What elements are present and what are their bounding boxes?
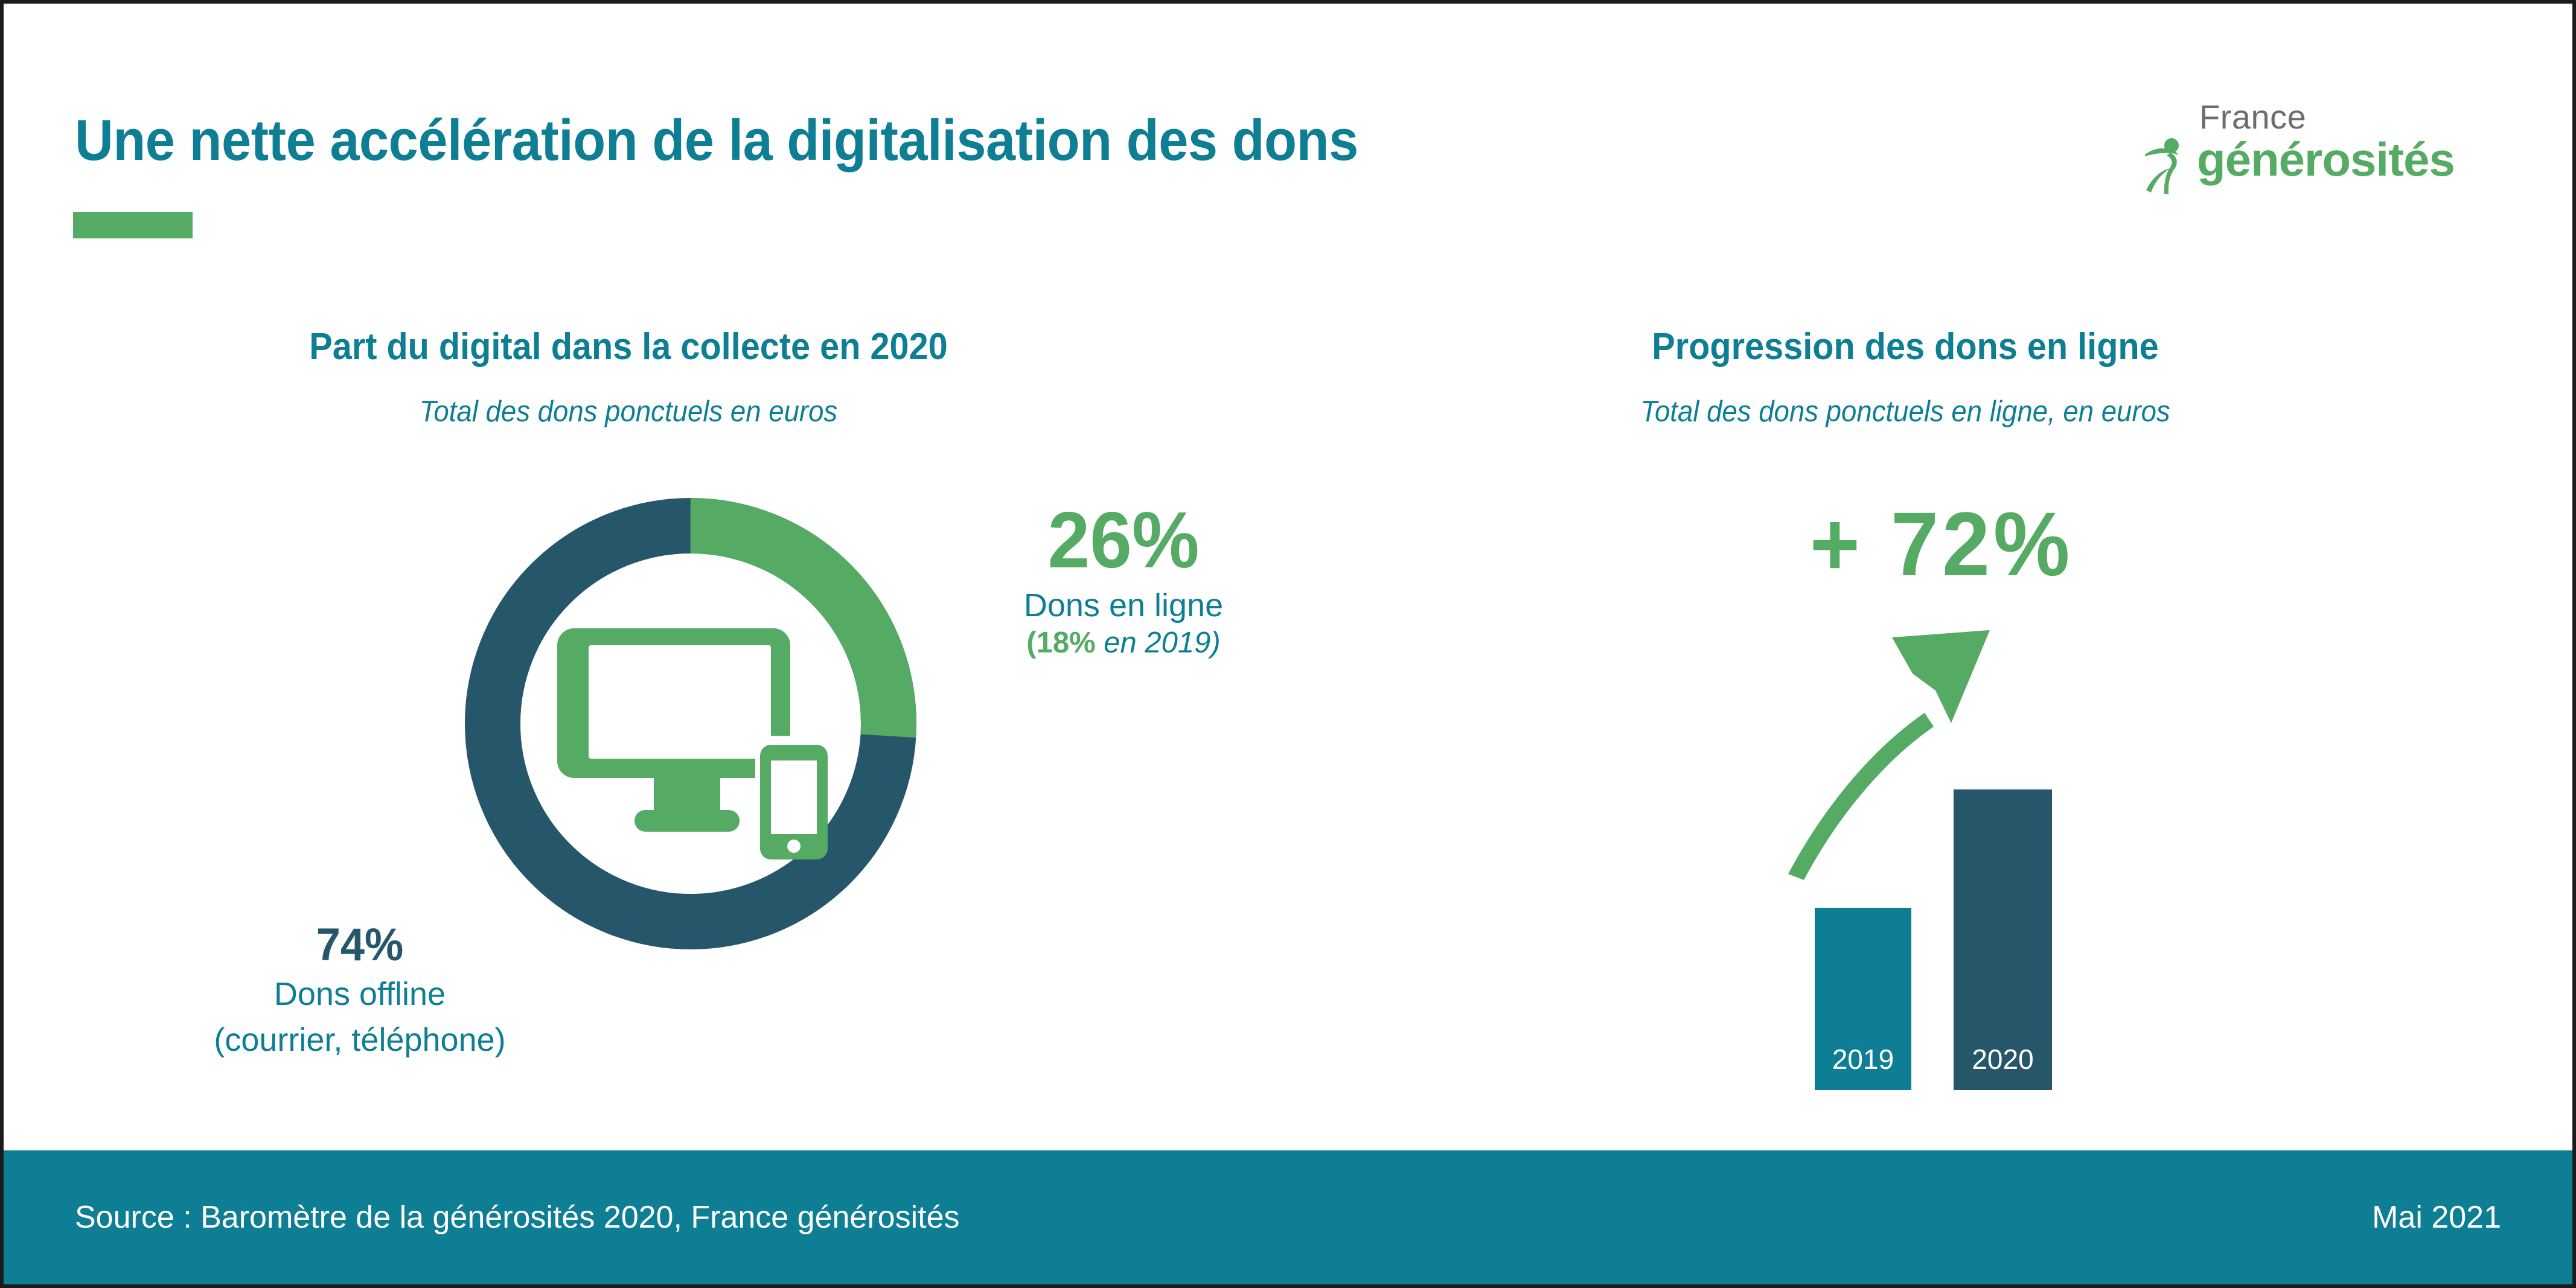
right-panel-subtitle: Total des dons ponctuels en ligne, en eu… [1640,395,2170,428]
bar-2019-label: 2019 [1832,1044,1894,1075]
logo-text-generosites: générosités [2197,133,2455,186]
donut-chart [465,498,916,949]
left-panel-title: Part du digital dans la collecte en 2020 [309,326,948,368]
online-percent-label: Dons en ligne [1023,587,1224,623]
online-percent-value: 26% [1047,496,1200,584]
offline-percent-label-line2: (courrier, téléphone) [214,1021,506,1058]
bar-2020-label: 2020 [1972,1044,2034,1075]
left-panel-subtitle: Total des dons ponctuels en euros [419,395,838,428]
logo-text-france: France [2199,98,2307,136]
bar-2020-fill [1954,789,2052,1090]
bar-2020: 2020 [1954,789,2052,1090]
online-previous-year-note: (18% en 2019) [942,626,1305,659]
bar-chart: 2019 2020 [1785,607,2207,1090]
footer-date-text: Mai 2021 [2372,1200,2501,1235]
online-prev-value: (18% [1026,626,1096,659]
bar-2019-fill [1815,908,1911,1090]
brand-logo: France générosités [2144,97,2506,194]
upward-growth-arrow-icon [1788,630,1990,880]
desktop-and-mobile-icon [557,628,828,859]
online-share-callout: 26% Dons en ligne (18% en 2019) [942,500,1305,658]
growth-percent-callout: + 72% [1809,493,2074,595]
title-accent-bar [73,212,193,238]
footer-bar: Source : Baromètre de la générosités 202… [4,1150,2572,1284]
bar-2019: 2019 [1815,908,1911,1090]
offline-share-callout: 74% Dons offline (courrier, téléphone) [130,922,589,1059]
running-person-icon [2145,138,2179,194]
online-prev-year: en 2019) [1095,626,1221,659]
donut-slice-online [465,498,916,949]
right-panel-title: Progression des dons en ligne [1652,326,2159,368]
footer-source-text: Source : Baromètre de la générosités 202… [75,1200,960,1235]
offline-percent-label-line1: Dons offline [273,976,446,1012]
offline-percent-value: 74% [316,919,404,971]
page-title: Une nette accélération de la digitalisat… [75,108,1358,173]
